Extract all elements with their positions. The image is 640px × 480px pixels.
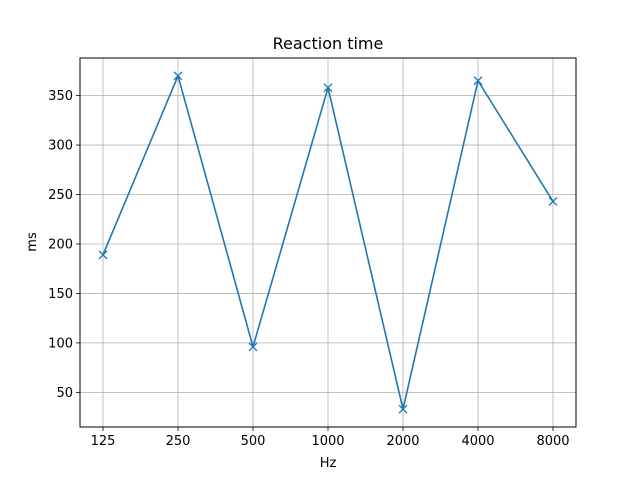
y-tick-label: 50 bbox=[56, 386, 73, 401]
x-tick-label: 500 bbox=[241, 434, 266, 449]
data-point-marker bbox=[398, 404, 408, 414]
grid bbox=[80, 58, 576, 427]
series-layer bbox=[98, 71, 558, 414]
x-tick-label: 2000 bbox=[386, 434, 419, 449]
x-tick-label: 4000 bbox=[461, 434, 494, 449]
data-point-marker bbox=[173, 71, 183, 81]
y-tick-label: 250 bbox=[48, 188, 73, 203]
x-tick-label: 8000 bbox=[536, 434, 569, 449]
data-point-marker bbox=[248, 342, 258, 352]
data-point-marker bbox=[473, 76, 483, 86]
chart-title: Reaction time bbox=[273, 34, 384, 53]
y-tick-label: 150 bbox=[48, 287, 73, 302]
data-point-marker bbox=[548, 196, 558, 206]
data-point-marker bbox=[323, 83, 333, 93]
axis-ticks: 125 250 500 1000 2000 4000 8000 50 100 150 200 250 3… bbox=[48, 89, 569, 449]
x-tick-label: 125 bbox=[91, 434, 116, 449]
data-point-marker bbox=[98, 250, 108, 260]
x-tick-label: 1000 bbox=[311, 434, 344, 449]
x-tick-label: 250 bbox=[166, 434, 191, 449]
y-tick-label: 100 bbox=[48, 336, 73, 351]
y-tick-label: 300 bbox=[48, 139, 73, 154]
x-axis-label: Hz bbox=[320, 456, 337, 471]
y-axis-label: ms bbox=[25, 232, 40, 252]
y-tick-label: 200 bbox=[48, 237, 73, 252]
y-tick-label: 350 bbox=[48, 89, 73, 104]
